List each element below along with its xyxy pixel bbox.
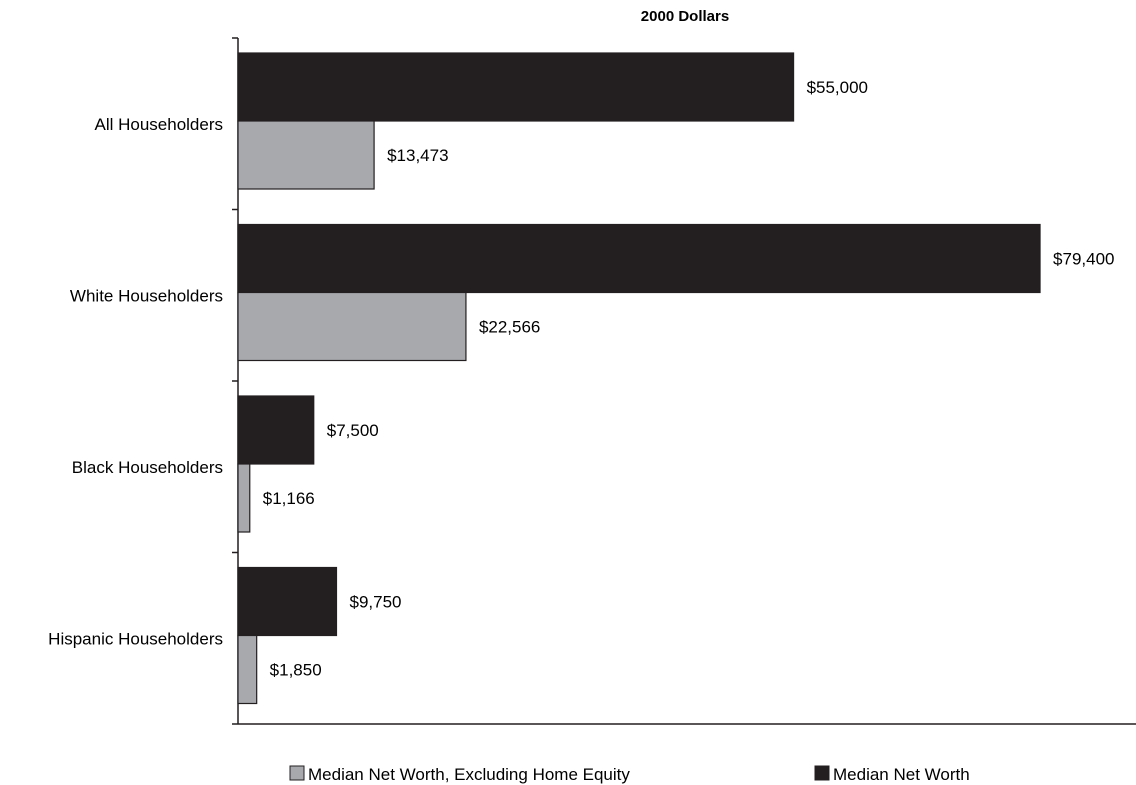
bar-net-worth (237, 52, 795, 122)
data-label: $9,750 (349, 593, 401, 612)
category-label: Hispanic Householders (48, 629, 223, 648)
bar-net-worth (237, 395, 315, 465)
chart-title: 2000 Dollars (641, 8, 729, 25)
bar-net-worth-excl-home-equity (237, 463, 251, 533)
data-label: $1,166 (263, 489, 315, 508)
data-label: $13,473 (387, 146, 448, 165)
category-label: White Householders (70, 286, 223, 305)
category-label: All Householders (94, 115, 223, 134)
bar-net-worth-excl-home-equity (237, 634, 258, 705)
legend-swatch (289, 765, 305, 781)
legend: Median Net Worth, Excluding Home Equity M… (289, 765, 970, 784)
category-label: Black Householders (72, 458, 223, 477)
data-label: $1,850 (270, 661, 322, 680)
legend-label: Median Net Worth, Excluding Home Equity (308, 765, 630, 784)
legend-swatch (814, 765, 830, 781)
plot-area: All Householders $55,000 $13,473 White Hous… (48, 37, 1136, 725)
bar-net-worth (237, 223, 1041, 294)
data-label: $79,400 (1053, 250, 1114, 269)
data-label: $7,500 (327, 421, 379, 440)
bar-net-worth-excl-home-equity (237, 120, 375, 190)
legend-label: Median Net Worth (833, 765, 970, 784)
bar-net-worth (237, 566, 338, 637)
bar-net-worth-excl-home-equity (237, 291, 467, 362)
data-label: $22,566 (479, 318, 540, 337)
data-label: $55,000 (807, 78, 868, 97)
